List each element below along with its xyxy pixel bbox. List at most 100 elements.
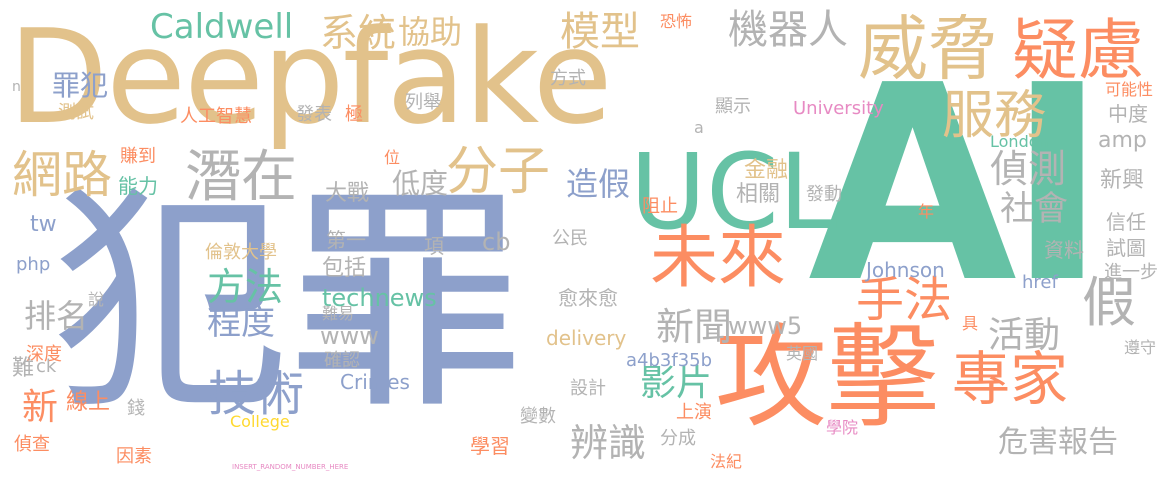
word-a: a: [694, 118, 704, 137]
word-robot: 機器人: [728, 7, 848, 53]
word-university: University: [793, 98, 884, 119]
word-london: London: [990, 132, 1049, 151]
word-emerging: 新興: [1100, 168, 1145, 193]
word-factor: 因素: [116, 446, 152, 467]
word-include: 包括: [322, 256, 367, 281]
word-more-and-more: 愈來愈: [558, 286, 618, 310]
word-first: 第一: [326, 228, 366, 252]
word-a4b3f35b: a4b3f35b: [626, 350, 713, 371]
word-finance: 金融: [744, 158, 789, 183]
word-online: 線上: [66, 390, 111, 415]
word-year: 年: [918, 202, 935, 221]
word-crimes: Crimes: [340, 370, 410, 394]
word-comply: 遵守: [1124, 338, 1157, 357]
word-assist: 協助: [398, 13, 463, 51]
word-tw: tw: [30, 212, 57, 237]
word-threat: 威脅: [858, 8, 998, 90]
word-trust: 信任: [1106, 210, 1146, 234]
word-technology: 技術: [208, 366, 305, 422]
word-activity: 活動: [988, 315, 1061, 356]
word-forge: 造假: [566, 165, 631, 203]
word-london-univ: 倫敦大學: [205, 242, 277, 263]
word-attack: 攻擊: [715, 313, 939, 443]
word-money: 錢: [127, 398, 145, 419]
word-potential: 潛在: [185, 145, 297, 210]
word-fake: 假: [1082, 271, 1136, 334]
word-divide: 分成: [660, 428, 696, 449]
word-identify: 辨識: [570, 421, 647, 465]
word-difficulty: 難易: [322, 304, 355, 323]
word-crime: 犯罪: [52, 166, 525, 441]
word-attempt: 試圖: [1106, 236, 1146, 260]
word-confirm: 確認: [324, 350, 360, 371]
word-video: 影片: [640, 363, 713, 404]
word-delivery: delivery: [546, 326, 627, 350]
word-harm-report: 危害報告: [998, 425, 1118, 460]
word-www: www: [320, 322, 379, 350]
word-system: 系統: [320, 11, 397, 55]
word-publish: 發表: [296, 104, 332, 125]
word-network: 網路: [12, 146, 112, 204]
word-hard: 難: [12, 356, 35, 381]
word-future: 未來: [650, 219, 787, 298]
word-terror: 恐怖: [660, 12, 693, 31]
word-method: 方法: [207, 265, 284, 309]
word-college: College: [230, 412, 290, 431]
word-stop: 阻止: [642, 196, 678, 217]
word-law: 法紀: [710, 452, 743, 471]
word-cb: cb: [482, 228, 511, 256]
word-criminal: 罪犯: [52, 69, 109, 102]
word-war: 大戰: [325, 181, 370, 206]
word-launch: 發動: [806, 184, 842, 205]
word-further: 進一步: [1104, 262, 1158, 283]
word-molecule: 分子: [446, 142, 551, 202]
word-amp: amp: [1098, 128, 1147, 153]
word-data: 資料: [1044, 238, 1084, 262]
word-caldwell: Caldwell: [150, 7, 294, 47]
word-enumerate: 列舉: [405, 92, 441, 113]
word-uk: 英國: [786, 344, 819, 363]
word-deepfake: Deepfake: [8, 1, 613, 153]
word-detect: 偵測: [990, 147, 1067, 191]
word-johnson: Johnson: [866, 258, 945, 282]
word-model: 模型: [560, 9, 640, 55]
word-stage: 上演: [676, 402, 712, 423]
word-have: 具: [962, 314, 979, 333]
word-earn: 賺到: [120, 146, 156, 167]
word-insert-placeholder: INSERT_RANDOM_NUMBER_HERE: [232, 463, 349, 471]
word-doubt: 疑慮: [1012, 12, 1144, 89]
word-technews: technews: [322, 284, 437, 312]
word-possibility: 可能性: [1105, 80, 1154, 99]
word-service: 服務: [942, 86, 1047, 146]
word-n: n: [12, 79, 21, 95]
word-ai: AI: [808, 27, 1107, 342]
word-depth: 深度: [26, 344, 62, 365]
word-new: 新: [22, 387, 59, 428]
word-expert: 專家: [952, 345, 1069, 413]
word-position: 位: [384, 148, 401, 167]
word-ai-zh: 人工智慧: [180, 106, 252, 127]
word-variable: 變數: [520, 406, 556, 427]
word-citizen: 公民: [552, 228, 588, 249]
word-ranking: 排名: [24, 297, 89, 335]
word-investigate: 偵查: [14, 434, 50, 455]
word-test: 測試: [58, 102, 94, 123]
word-item: 項: [424, 234, 444, 258]
word-medium: 中度: [1108, 102, 1148, 126]
word-degree: 程度: [207, 303, 275, 343]
word-related: 相關: [736, 182, 781, 207]
word-ck: ck: [36, 356, 57, 377]
word-extreme: 極: [345, 104, 363, 125]
word-way: 方式: [550, 68, 586, 89]
word-technique: 手法: [856, 272, 953, 328]
word-low-degree: 低度: [392, 167, 449, 200]
word-news: 新聞: [656, 305, 733, 349]
word-college-zh: 學院: [826, 418, 859, 437]
word-show: 顯示: [715, 96, 751, 117]
word-ability: 能力: [118, 174, 158, 198]
word-php: php: [16, 254, 51, 275]
word-www5: www5: [728, 312, 803, 340]
word-design: 設計: [570, 378, 606, 399]
word-ucl: UCL: [630, 131, 837, 253]
